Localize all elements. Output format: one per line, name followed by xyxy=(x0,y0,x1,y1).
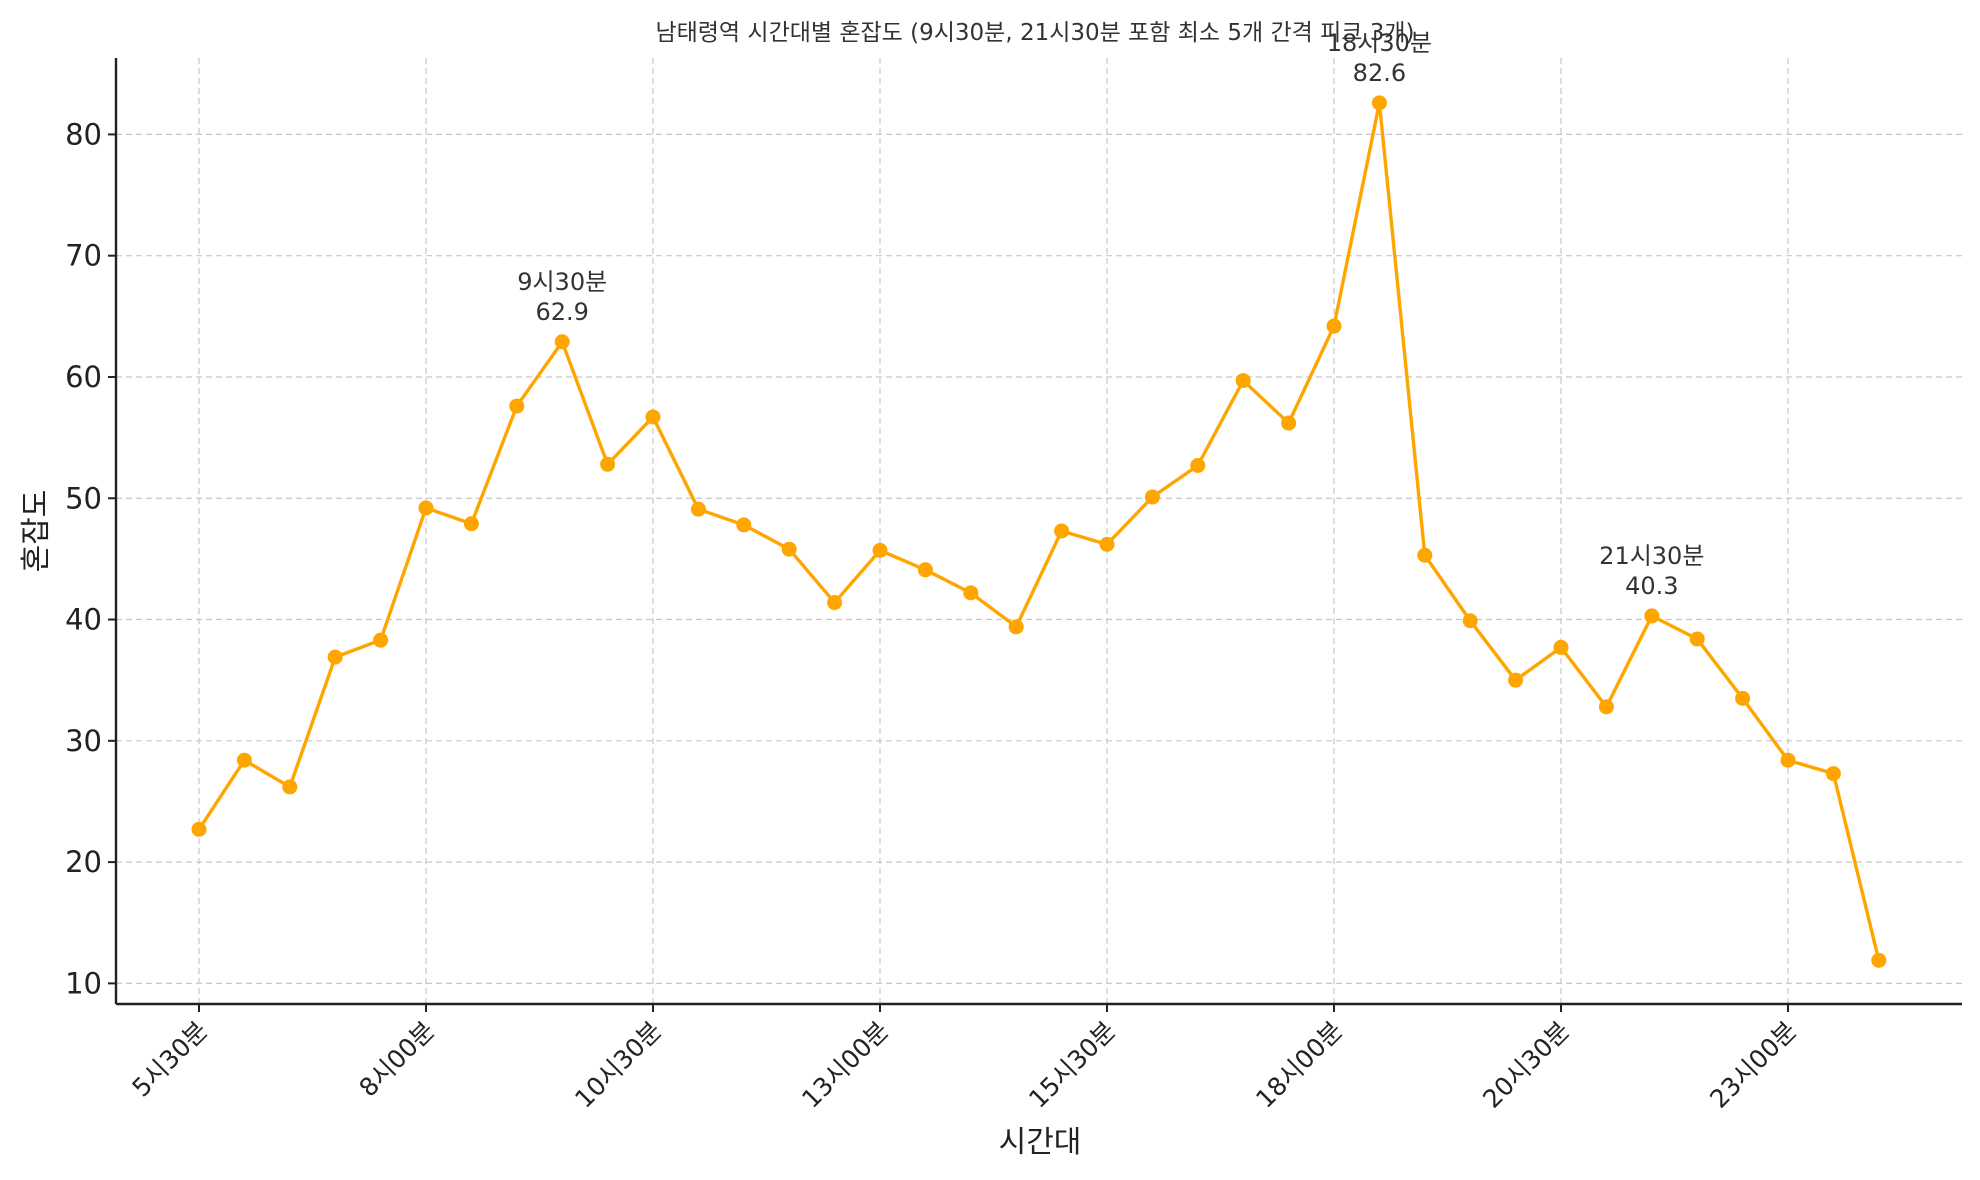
data-point xyxy=(1235,373,1251,389)
data-point xyxy=(1462,613,1478,629)
data-point xyxy=(1144,489,1160,505)
data-point xyxy=(1825,766,1841,782)
data-point xyxy=(1371,95,1387,111)
data-point xyxy=(1689,631,1705,647)
data-point xyxy=(1553,639,1569,655)
data-point xyxy=(509,398,525,414)
data-point xyxy=(1054,523,1070,539)
x-tick-label: 15시30분 xyxy=(1023,1016,1121,1114)
data-point xyxy=(1508,672,1524,688)
data-point xyxy=(781,541,797,557)
data-point xyxy=(1735,690,1751,706)
data-point xyxy=(1008,619,1024,635)
y-tick-label: 40 xyxy=(65,603,102,637)
annotation-value: 62.9 xyxy=(535,298,588,326)
data-point xyxy=(736,517,752,533)
data-point xyxy=(554,334,570,350)
x-tick-label: 10시30분 xyxy=(569,1016,667,1114)
data-point xyxy=(327,649,343,665)
data-point xyxy=(1417,547,1433,563)
x-tick-label: 13시00분 xyxy=(796,1016,894,1114)
x-tick-label: 23시00분 xyxy=(1704,1016,1802,1114)
data-point xyxy=(1190,458,1206,474)
y-tick-label: 20 xyxy=(65,845,102,879)
data-point xyxy=(827,595,843,611)
y-tick-label: 70 xyxy=(65,239,102,273)
data-point xyxy=(463,516,479,532)
data-point xyxy=(645,409,661,425)
x-tick-label: 5시30분 xyxy=(126,1016,213,1103)
data-point xyxy=(373,632,389,648)
annotation-label: 9시30분 xyxy=(517,268,607,296)
data-point xyxy=(1871,952,1887,968)
chart-title: 남태령역 시간대별 혼잡도 (9시30분, 21시30분 포함 최소 5개 간격… xyxy=(655,20,1414,46)
data-point xyxy=(1326,318,1342,334)
data-point xyxy=(1780,752,1796,768)
annotation-value: 82.6 xyxy=(1353,59,1406,87)
annotation-label: 21시30분 xyxy=(1599,542,1704,570)
grid-lines xyxy=(116,58,1962,1004)
series-line xyxy=(191,95,1887,968)
x-ticks: 5시30분 8시00분 10시30분 13시00분 15시30분 18시00분 20시30분… xyxy=(126,1004,1802,1114)
data-point xyxy=(917,562,933,578)
x-tick-label: 8시00분 xyxy=(353,1016,440,1103)
annotation-label: 18시30분 xyxy=(1327,29,1432,57)
data-point xyxy=(872,542,888,558)
data-point xyxy=(418,500,434,516)
x-tick-label: 18시00분 xyxy=(1250,1016,1348,1114)
axes xyxy=(114,58,1962,1006)
y-axis-title: 혼잡도 xyxy=(19,490,54,573)
x-axis-title: 시간대 xyxy=(999,1125,1082,1160)
data-point xyxy=(963,585,979,601)
x-tick-label: 20시30분 xyxy=(1477,1016,1575,1114)
data-point xyxy=(1281,415,1297,431)
data-point xyxy=(1099,536,1115,552)
y-tick-label: 30 xyxy=(65,724,102,758)
data-point xyxy=(1644,608,1660,624)
series-polyline xyxy=(197,101,1881,961)
data-point xyxy=(600,456,616,472)
y-ticks: 10 20 30 40 50 60 70 80 xyxy=(65,117,116,1000)
y-tick-label: 50 xyxy=(65,481,102,515)
data-point xyxy=(282,779,298,795)
data-point xyxy=(191,821,207,837)
data-point xyxy=(236,752,252,768)
annotation-value: 40.3 xyxy=(1625,572,1678,600)
y-tick-label: 10 xyxy=(65,966,102,1000)
data-point xyxy=(1598,699,1614,715)
data-point xyxy=(690,501,706,517)
y-tick-label: 80 xyxy=(65,117,102,151)
y-tick-label: 60 xyxy=(65,360,102,394)
